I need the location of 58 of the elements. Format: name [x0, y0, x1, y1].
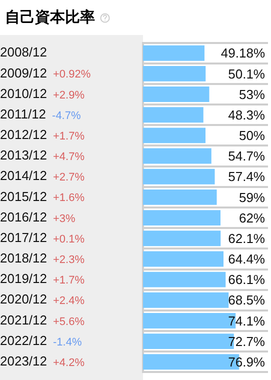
data-label: 66.1%: [228, 272, 266, 288]
data-label: 62%: [238, 210, 266, 226]
data-label: 49.18%: [220, 46, 266, 61]
y-tick-label: 2008/12: [0, 44, 47, 60]
text: +4.7%: [52, 151, 85, 164]
y-tick-label: 2013/12: [0, 148, 47, 163]
y-tick-label: 2011/12: [0, 106, 46, 122]
bar: [143, 86, 210, 102]
data-label: 48.3%: [228, 107, 266, 122]
data-label: 64.4%: [228, 252, 266, 267]
bar: [143, 148, 212, 164]
bar: [143, 251, 224, 267]
bar: [143, 230, 221, 246]
text: +1.7%: [52, 130, 85, 142]
text: +1.6%: [52, 192, 85, 204]
bar: [143, 272, 226, 288]
text: +0.1%: [52, 233, 85, 246]
text: +3%: [52, 212, 76, 225]
data-label: 50.1%: [228, 66, 266, 82]
data-label: 54.7%: [228, 148, 266, 164]
text: +2.4%: [52, 295, 85, 308]
text: +2.9%: [52, 89, 85, 102]
text: +1.7%: [52, 274, 85, 287]
data-label: 53%: [238, 86, 266, 102]
text: -4.7%: [52, 110, 81, 122]
y-tick-label: 2010/12: [0, 86, 47, 101]
y-tick-label: 2022/12: [0, 332, 47, 348]
y-tick-label: 2014/12: [0, 168, 47, 184]
text: +5.6%: [52, 316, 85, 328]
y-tick-label: 2009/12: [0, 65, 47, 80]
y-tick-label: 2019/12: [0, 271, 47, 286]
data-label: 68.5%: [228, 292, 266, 308]
text: -1.4%: [52, 336, 82, 348]
y-tick-label: 2012/12: [0, 127, 47, 142]
y-tick-label: 2018/12: [0, 250, 47, 266]
bar: [143, 128, 206, 144]
text: +0.92%: [52, 68, 91, 81]
data-label: 59%: [238, 190, 266, 205]
y-tick-label: 2023/12: [0, 353, 47, 368]
y-tick-label: 2020/12: [0, 292, 47, 307]
chart-title: 自己資本比率: [5, 8, 95, 27]
bar: [143, 45, 204, 61]
data-label: 57.4%: [228, 169, 266, 184]
text: +2.7%: [52, 172, 85, 184]
y-tick-label: 2021/12: [0, 312, 47, 328]
bar: [143, 189, 217, 205]
bar: [143, 168, 215, 184]
y-tick-label: 2017/12: [0, 230, 47, 245]
y-tick-label: 2016/12: [0, 209, 47, 224]
text: +2.3%: [52, 254, 85, 266]
data-label: 50%: [238, 128, 266, 144]
bar: [143, 107, 204, 123]
bar: [143, 66, 206, 82]
bar: [143, 292, 229, 308]
data-label: 62.1%: [228, 230, 266, 246]
y-tick-label: 2015/12: [0, 188, 47, 204]
text: +4.2%: [52, 356, 85, 369]
bar: [143, 210, 220, 226]
